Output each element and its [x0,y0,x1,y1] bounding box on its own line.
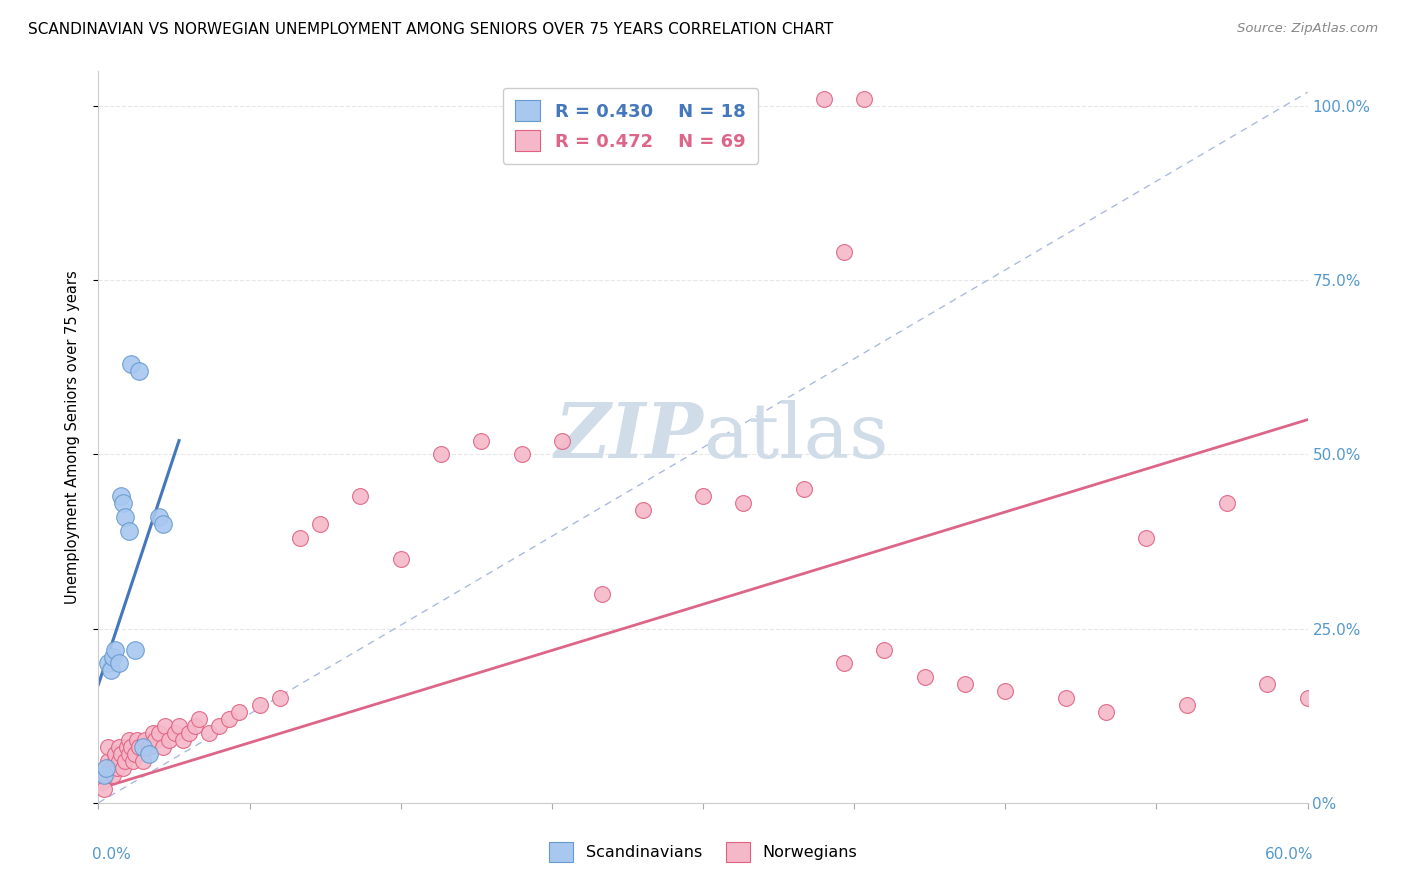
Point [110,747,132,761]
Point [93,768,115,782]
Point [100,761,122,775]
Point [309,517,332,532]
Point [91,775,114,789]
Text: Source: ZipAtlas.com: Source: ZipAtlas.com [1237,22,1378,36]
Point [179,726,201,740]
Point [218,712,240,726]
Point [124,747,146,761]
Point [97,740,120,755]
Point [873,642,896,657]
Point [124,642,146,657]
Point [249,698,271,713]
Point [510,448,533,462]
Point [832,245,855,260]
Text: SCANDINAVIAN VS NORWEGIAN UNEMPLOYMENT AMONG SENIORS OVER 75 YEARS CORRELATION C: SCANDINAVIAN VS NORWEGIAN UNEMPLOYMENT A… [28,22,834,37]
Point [114,510,136,524]
Text: 60.0%: 60.0% [1265,847,1313,862]
Point [97,657,120,671]
Point [107,754,129,768]
Point [101,768,124,782]
Y-axis label: Unemployment Among Seniors over 75 years: Unemployment Among Seniors over 75 years [65,270,80,604]
Point [184,719,207,733]
Point [1095,705,1118,719]
Point [152,517,174,532]
Point [101,649,124,664]
Text: 0.0%: 0.0% [93,847,131,862]
Point [1054,691,1077,706]
Point [153,719,176,733]
Point [853,92,876,106]
Point [228,705,250,719]
Point [148,726,170,740]
Point [1216,496,1239,510]
Point [111,496,134,510]
Point [152,740,174,755]
Point [172,733,194,747]
Point [97,754,120,768]
Point [107,657,129,671]
Point [93,781,115,796]
Point [120,357,142,371]
Point [288,531,311,545]
Point [96,761,118,775]
Point [470,434,492,448]
Point [118,747,141,761]
Point [1256,677,1278,691]
Point [832,657,855,671]
Point [115,740,138,755]
Point [198,726,221,740]
Text: ZIP: ZIP [554,401,703,474]
Point [167,719,190,733]
Point [733,496,755,510]
Point [1135,531,1157,545]
Point [111,761,134,775]
Point [389,552,412,566]
Legend: Scandinavians, Norwegians: Scandinavians, Norwegians [543,836,863,868]
Point [269,691,291,706]
Point [138,740,160,755]
Point [105,761,128,775]
Point [110,489,132,503]
Point [128,740,150,755]
Point [100,664,122,678]
Point [188,712,211,726]
Point [132,754,155,768]
Point [120,740,142,755]
Point [1175,698,1198,713]
Point [107,740,129,755]
Point [631,503,654,517]
Point [114,754,136,768]
Point [914,670,936,684]
Point [103,642,125,657]
Point [953,677,976,691]
Point [103,747,125,761]
Point [349,489,371,503]
Point [103,754,125,768]
Point [692,489,714,503]
Point [148,510,170,524]
Point [1296,691,1319,706]
Point [163,726,186,740]
Point [551,434,574,448]
Point [143,733,166,747]
Point [96,768,118,782]
Point [125,733,148,747]
Point [591,587,613,601]
Point [157,733,180,747]
Point [138,747,160,761]
Point [813,92,835,106]
Point [793,483,815,497]
Point [994,684,1017,698]
Point [208,719,231,733]
Point [132,740,155,755]
Text: atlas: atlas [703,401,889,474]
Point [142,726,165,740]
Point [134,733,156,747]
Point [121,754,143,768]
Point [118,524,141,538]
Point [118,733,141,747]
Point [430,448,453,462]
Point [128,364,150,378]
